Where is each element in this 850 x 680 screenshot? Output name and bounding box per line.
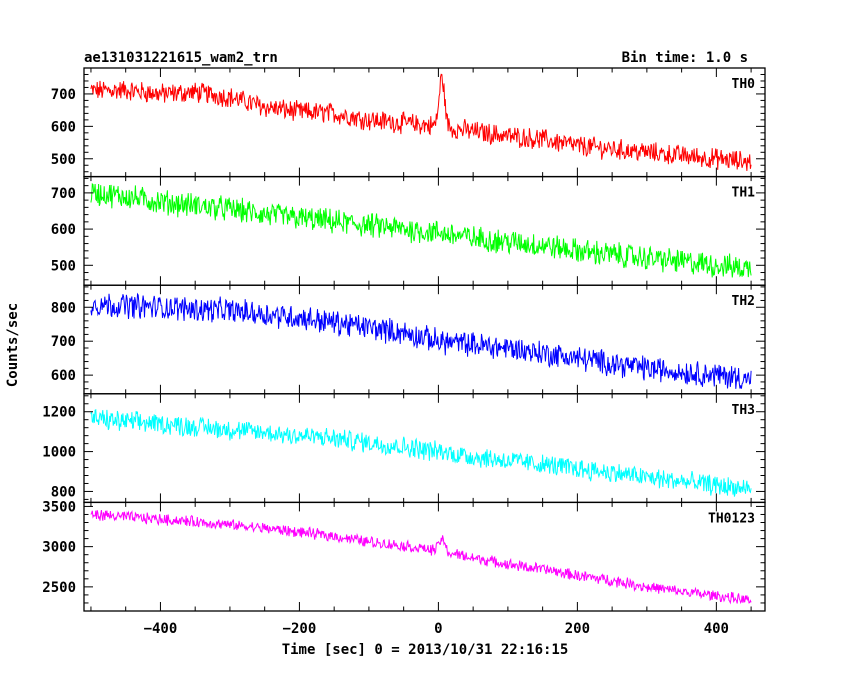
panel-label-th0: TH0 — [732, 77, 756, 92]
panel-label-th1: TH1 — [732, 186, 756, 201]
panel-th1: 500 600 700 TH1 — [51, 175, 766, 286]
series-line-th3 — [90, 408, 752, 497]
panel-frame — [83, 501, 766, 612]
panel-frame — [83, 67, 766, 178]
panel-th2: 600 700 800 TH2 — [51, 284, 766, 395]
y-tick-label: 700 — [51, 186, 76, 202]
bin-time-label: Bin time: 1.0 s — [622, 50, 748, 66]
panel-th0: 500 600 700 TH0 — [51, 67, 766, 178]
panel-label-th3: TH3 — [732, 403, 755, 418]
y-tick-label: 3500 — [42, 499, 76, 515]
x-tick-label: 200 — [565, 621, 590, 637]
x-axis-label: Time [sec] 0 = 2013/10/31 22:16:15 — [282, 642, 569, 658]
y-tick-label: 1200 — [42, 405, 76, 421]
chart-title: ae131031221615_wam2_trn — [84, 50, 278, 66]
x-tick-label: 400 — [704, 621, 729, 637]
panel-label-th0123: TH0123 — [708, 511, 755, 526]
series-line-th1 — [90, 183, 752, 278]
panel-th3: 800 1000 1200 TH3 — [42, 393, 766, 504]
y-tick-label: 700 — [51, 87, 76, 103]
y-tick-label: 500 — [51, 152, 76, 168]
series-line-th2 — [90, 292, 752, 389]
panel-label-th2: TH2 — [732, 294, 755, 309]
y-tick-label: 600 — [51, 368, 76, 384]
y-tick-label: 800 — [51, 300, 76, 316]
series-line-th0123 — [90, 510, 752, 605]
series-line-th0 — [90, 73, 752, 171]
x-tick-label: −400 — [144, 621, 178, 637]
x-tick-label: −200 — [283, 621, 317, 637]
y-tick-label: 3000 — [42, 540, 76, 556]
y-tick-label: 500 — [51, 258, 76, 274]
y-tick-label: 600 — [51, 222, 76, 238]
x-tick-label: 0 — [434, 621, 442, 637]
x-axis: −400 −200 0 200 400 — [144, 621, 729, 637]
y-tick-label: 800 — [51, 484, 76, 500]
y-tick-label: 2500 — [42, 580, 76, 596]
panel-stack: 500 600 700 TH0 500 600 700 TH1 600 700 800 TH2 800 1… — [42, 67, 766, 612]
y-tick-label: 700 — [51, 334, 76, 350]
panel-th0123: 2500 3000 3500 TH0123 — [42, 499, 766, 612]
y-tick-label: 1000 — [42, 445, 76, 461]
y-tick-label: 600 — [51, 119, 76, 135]
y-axis-label: Counts/sec — [5, 303, 21, 387]
